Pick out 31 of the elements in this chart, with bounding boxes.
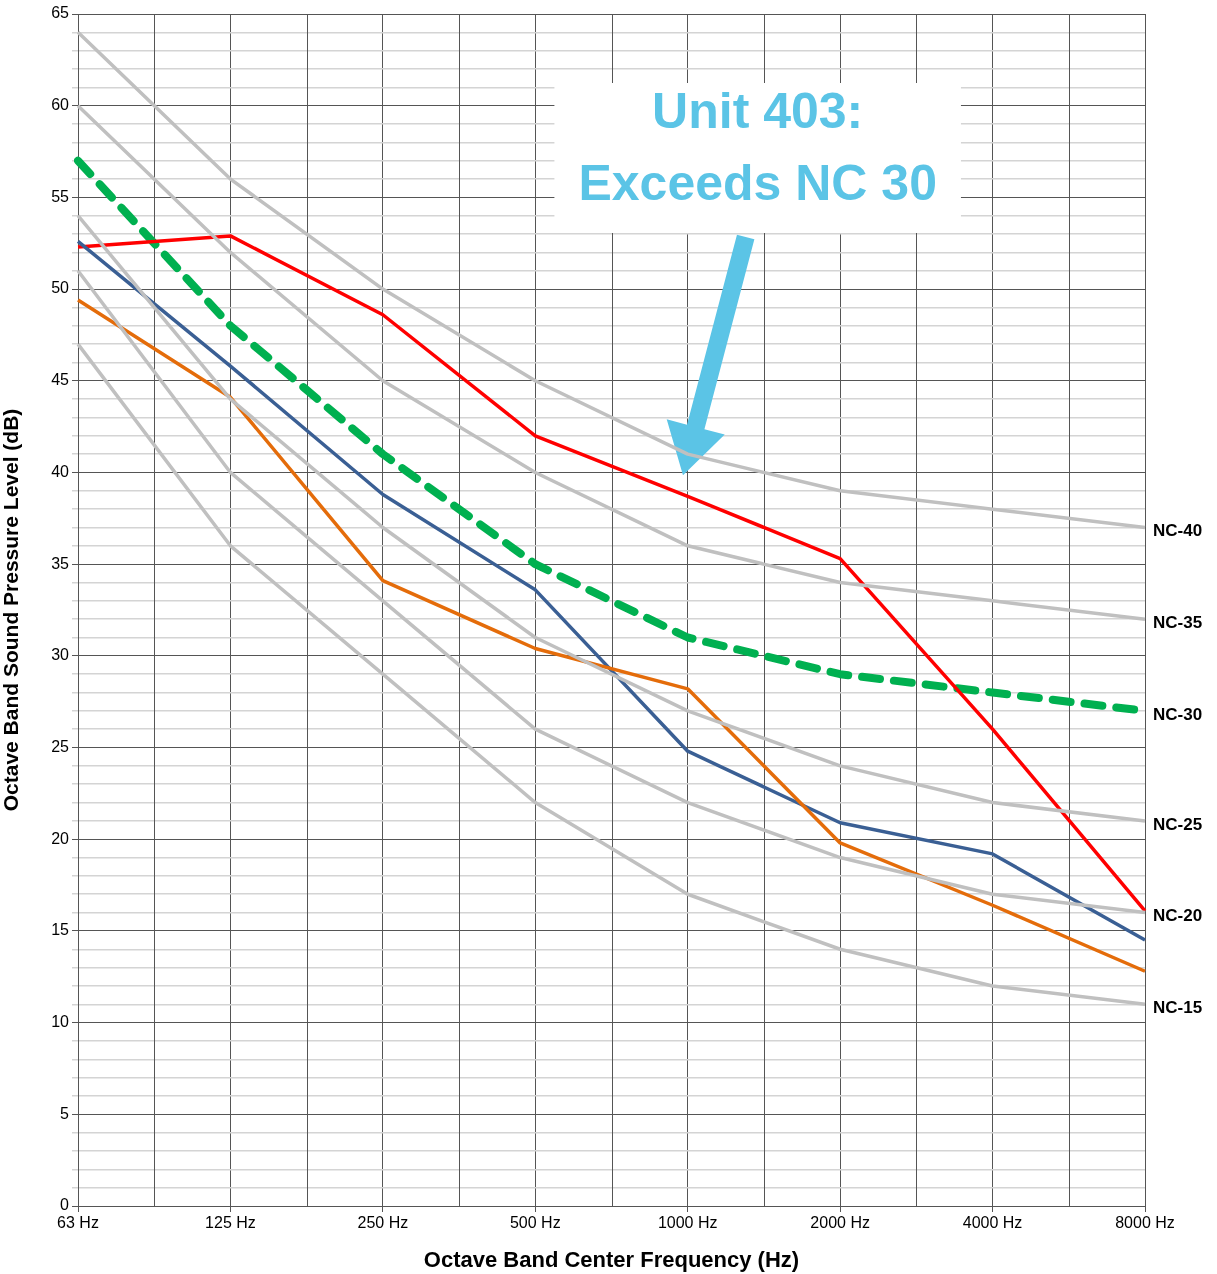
y-tick-label: 30 [51,646,70,664]
y-tick-label: 20 [51,829,70,847]
series-label: NC-20 [1153,906,1203,926]
y-tick-label: 50 [51,279,70,297]
y-tick-label: 40 [51,462,70,480]
x-tick-label: 500 Hz [509,1214,561,1232]
series-label: NC-40 [1153,521,1203,541]
y-tick-label: 45 [51,371,70,389]
y-axis-title: Octave Band Sound Pressure Level (dB) [0,408,23,812]
annotation: Unit 403: Exceeds NC 30 [578,82,937,211]
y-tick-label: 55 [51,187,70,205]
series-label: NC-15 [1153,997,1203,1017]
y-tick-label: 10 [51,1013,70,1031]
y-tick-label: 5 [60,1104,70,1122]
x-tick-label: 125 Hz [205,1214,256,1232]
x-tick-label: 2000 Hz [810,1214,870,1232]
x-tick-label: 1000 Hz [657,1214,718,1232]
x-tick-label: 63 Hz [57,1214,99,1232]
series-label: NC-30 [1153,704,1203,724]
x-tick-label: 4000 Hz [962,1214,1023,1232]
y-tick-label: 60 [51,96,70,114]
x-axis-title: Octave Band Center Frequency (Hz) [423,1246,800,1272]
series-label: NC-35 [1153,612,1203,632]
y-tick-label: 25 [51,737,70,755]
series-label: NC-25 [1153,814,1203,834]
y-tick-label: 35 [51,554,70,572]
y-tick-label: 65 [51,4,70,22]
x-tick-label: 8000 Hz [1115,1214,1175,1232]
y-tick-label: 15 [51,921,70,939]
x-tick-label: 250 Hz [357,1214,409,1232]
y-tick-label: 0 [60,1196,70,1214]
